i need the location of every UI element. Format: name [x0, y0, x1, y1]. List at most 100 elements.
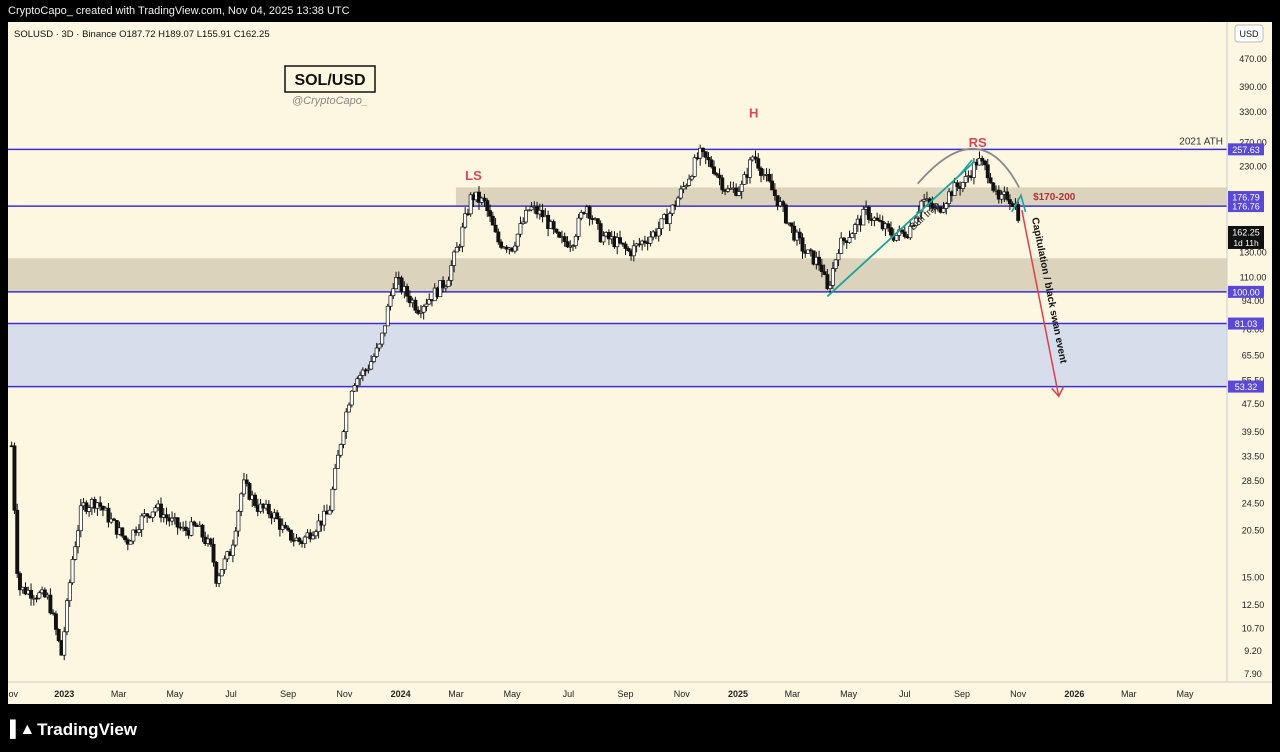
x-tick-label: Nov	[674, 689, 691, 699]
candle	[866, 205, 871, 224]
candle-body	[416, 309, 421, 314]
candle	[756, 153, 761, 171]
candle-body	[330, 488, 335, 511]
candle	[247, 481, 252, 501]
candle	[352, 383, 357, 392]
candle-body	[701, 147, 705, 153]
candle	[521, 217, 526, 225]
candle-body	[67, 582, 72, 601]
candle-body	[214, 561, 219, 584]
candle-body	[449, 265, 454, 281]
x-tick-label: Nov	[336, 689, 353, 699]
candle	[468, 192, 473, 217]
candle-body	[861, 208, 866, 226]
candle	[383, 325, 387, 337]
candle	[374, 342, 379, 358]
candle-body	[692, 157, 697, 177]
candle	[565, 236, 570, 248]
x-tick-label: Mar	[111, 689, 127, 699]
candle	[684, 183, 689, 190]
y-tick-label: 28.50	[1242, 476, 1265, 486]
tradingview-brand[interactable]: ▌▲ TradingView	[10, 720, 137, 740]
candle-body	[84, 502, 89, 512]
x-tick-label: 2024	[391, 689, 411, 699]
candle-body	[394, 277, 398, 290]
candle-body	[421, 306, 426, 313]
zone-1	[8, 258, 1227, 292]
candle	[551, 219, 556, 235]
capitulation-arrow	[1021, 210, 1060, 397]
level-tag-bg	[1228, 200, 1264, 213]
candle	[579, 209, 584, 221]
candle	[355, 376, 360, 392]
candle	[76, 525, 80, 554]
candle-body	[587, 206, 592, 219]
candle	[991, 182, 996, 193]
candle	[128, 539, 133, 545]
candle	[416, 306, 421, 316]
candle	[557, 231, 562, 239]
candle-body	[1007, 199, 1012, 204]
chart-panel[interactable]: 2021 ATH Bull trap Capitulation / black sw…	[8, 22, 1272, 704]
candle-body	[759, 167, 763, 176]
candle	[100, 505, 105, 517]
candle	[985, 158, 990, 184]
candle-body	[29, 589, 33, 599]
candle-body	[999, 194, 1004, 200]
candle-body	[601, 235, 606, 243]
candle	[576, 214, 581, 241]
candle	[407, 290, 412, 308]
x-tick-label: Nov	[8, 689, 18, 699]
candle	[465, 208, 470, 217]
candle	[51, 609, 56, 616]
candle-body	[783, 204, 788, 224]
candle	[170, 511, 175, 526]
candle-body	[742, 174, 747, 185]
zone-2	[8, 323, 1227, 387]
candle	[18, 571, 22, 596]
candle	[706, 152, 711, 167]
candle-body	[239, 493, 244, 512]
candle	[421, 304, 426, 320]
candle	[850, 232, 855, 238]
candle	[413, 296, 418, 314]
candle	[626, 246, 631, 252]
candle	[222, 555, 227, 574]
candle-body	[833, 259, 838, 269]
candle	[327, 505, 332, 515]
candle	[783, 203, 788, 225]
candle	[418, 305, 423, 319]
candle-body	[488, 210, 492, 217]
candle	[606, 229, 611, 246]
candle-body	[247, 483, 252, 500]
candle	[164, 507, 169, 525]
candle-body	[311, 535, 316, 540]
candle	[615, 232, 620, 255]
candle	[454, 242, 459, 253]
candle	[37, 590, 42, 600]
candle-body	[806, 249, 810, 254]
candle-body	[338, 444, 343, 456]
candle-body	[153, 507, 158, 513]
candle-body	[524, 210, 528, 223]
candle	[277, 515, 282, 537]
candle-body	[712, 166, 716, 174]
candle-body	[76, 530, 80, 548]
candle	[131, 529, 136, 545]
candle	[70, 556, 75, 585]
candle	[360, 367, 365, 382]
candle	[770, 173, 775, 191]
candle	[214, 561, 219, 588]
candle	[847, 230, 852, 244]
candle	[347, 402, 351, 413]
y-tick-label: 24.50	[1242, 499, 1265, 509]
candle	[623, 241, 628, 256]
candle	[123, 535, 128, 543]
candle	[311, 531, 316, 540]
x-tick-label: Mar	[448, 689, 464, 699]
capitulation-arrowhead	[1051, 385, 1065, 398]
y-tick-label: 110.00	[1240, 273, 1267, 283]
x-tick-label: May	[166, 689, 184, 699]
candle-body	[175, 517, 180, 528]
